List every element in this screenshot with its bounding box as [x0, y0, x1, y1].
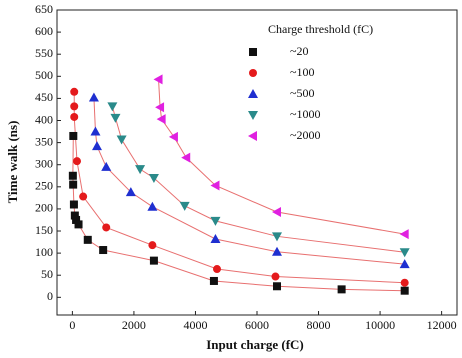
data-point	[73, 157, 81, 166]
x-tick-label: 10000	[365, 318, 395, 332]
data-point	[209, 276, 218, 285]
y-axis-label: Time walk (ns)	[5, 121, 20, 204]
data-point	[79, 192, 88, 201]
legend-title: Charge threshold (fC)	[268, 22, 373, 36]
y-tick-label: 550	[35, 46, 53, 60]
data-point	[99, 246, 108, 255]
y-tick-label: 300	[35, 156, 53, 170]
data-point	[272, 232, 282, 242]
legend-marker	[248, 131, 257, 141]
legend-marker	[249, 69, 257, 77]
data-point	[399, 259, 410, 269]
fit-curve	[73, 91, 405, 284]
data-point	[149, 256, 158, 265]
data-point	[125, 187, 136, 197]
data-point	[179, 201, 190, 211]
data-point	[181, 152, 191, 163]
y-tick-label: 400	[35, 112, 53, 126]
data-point	[101, 161, 112, 171]
data-point	[156, 114, 166, 125]
x-axis-label: Input charge (fC)	[206, 337, 304, 352]
data-point	[271, 272, 280, 281]
data-point	[272, 207, 281, 218]
data-point	[168, 131, 178, 142]
legend-marker	[249, 48, 257, 56]
fit-curve	[111, 106, 405, 253]
x-tick-label: 6000	[245, 318, 269, 332]
data-point	[74, 220, 83, 229]
y-tick-label: 200	[35, 201, 53, 215]
data-point	[147, 201, 158, 211]
data-point	[210, 180, 220, 191]
legend-label: ~20	[290, 44, 309, 58]
data-point	[210, 233, 221, 243]
data-point	[153, 74, 163, 85]
data-point	[400, 278, 409, 287]
data-point	[148, 173, 159, 183]
data-point	[102, 223, 111, 232]
x-tick-label: 4000	[183, 318, 207, 332]
data-point	[337, 285, 346, 294]
y-tick-label: 50	[41, 267, 53, 281]
fit-curve	[93, 97, 405, 265]
x-tick-label: 2000	[122, 318, 146, 332]
data-point	[69, 131, 78, 140]
y-tick-label: 250	[35, 179, 53, 193]
data-point	[135, 165, 146, 175]
y-tick-label: 0	[47, 289, 53, 303]
data-point	[69, 200, 78, 209]
y-tick-label: 500	[35, 68, 53, 82]
y-tick-label: 350	[35, 134, 53, 148]
data-point	[399, 248, 410, 258]
data-point	[155, 102, 165, 113]
legend-label: ~1000	[290, 107, 321, 121]
data-point	[110, 113, 121, 123]
fit-curve	[72, 135, 405, 292]
legend-label: ~2000	[290, 128, 321, 142]
data-point	[272, 246, 282, 256]
legend-marker	[248, 111, 258, 120]
data-point	[400, 286, 409, 295]
data-point	[92, 141, 102, 151]
y-tick-label: 150	[35, 223, 53, 237]
legend-marker	[248, 89, 258, 98]
data-point	[399, 229, 409, 240]
data-point	[88, 92, 99, 102]
y-tick-label: 600	[35, 24, 53, 38]
y-tick-label: 450	[35, 90, 53, 104]
y-tick-label: 100	[35, 245, 53, 259]
data-point	[70, 102, 79, 111]
data-point	[90, 126, 101, 136]
legend-label: ~100	[290, 65, 315, 79]
data-point	[83, 235, 92, 244]
x-tick-label: 0	[69, 318, 75, 332]
data-point	[213, 265, 221, 274]
data-point	[107, 102, 118, 112]
data-point	[70, 87, 79, 96]
data-point	[273, 282, 281, 291]
data-point	[116, 135, 127, 145]
data-point	[72, 215, 81, 224]
x-tick-label: 8000	[307, 318, 331, 332]
x-tick-label: 12000	[427, 318, 457, 332]
legend-label: ~500	[290, 86, 315, 100]
data-point	[148, 241, 157, 250]
data-point	[68, 171, 77, 180]
data-point	[210, 216, 221, 226]
data-point	[69, 180, 78, 189]
data-point	[70, 112, 79, 121]
data-point	[70, 211, 79, 220]
y-tick-label: 650	[35, 2, 53, 16]
